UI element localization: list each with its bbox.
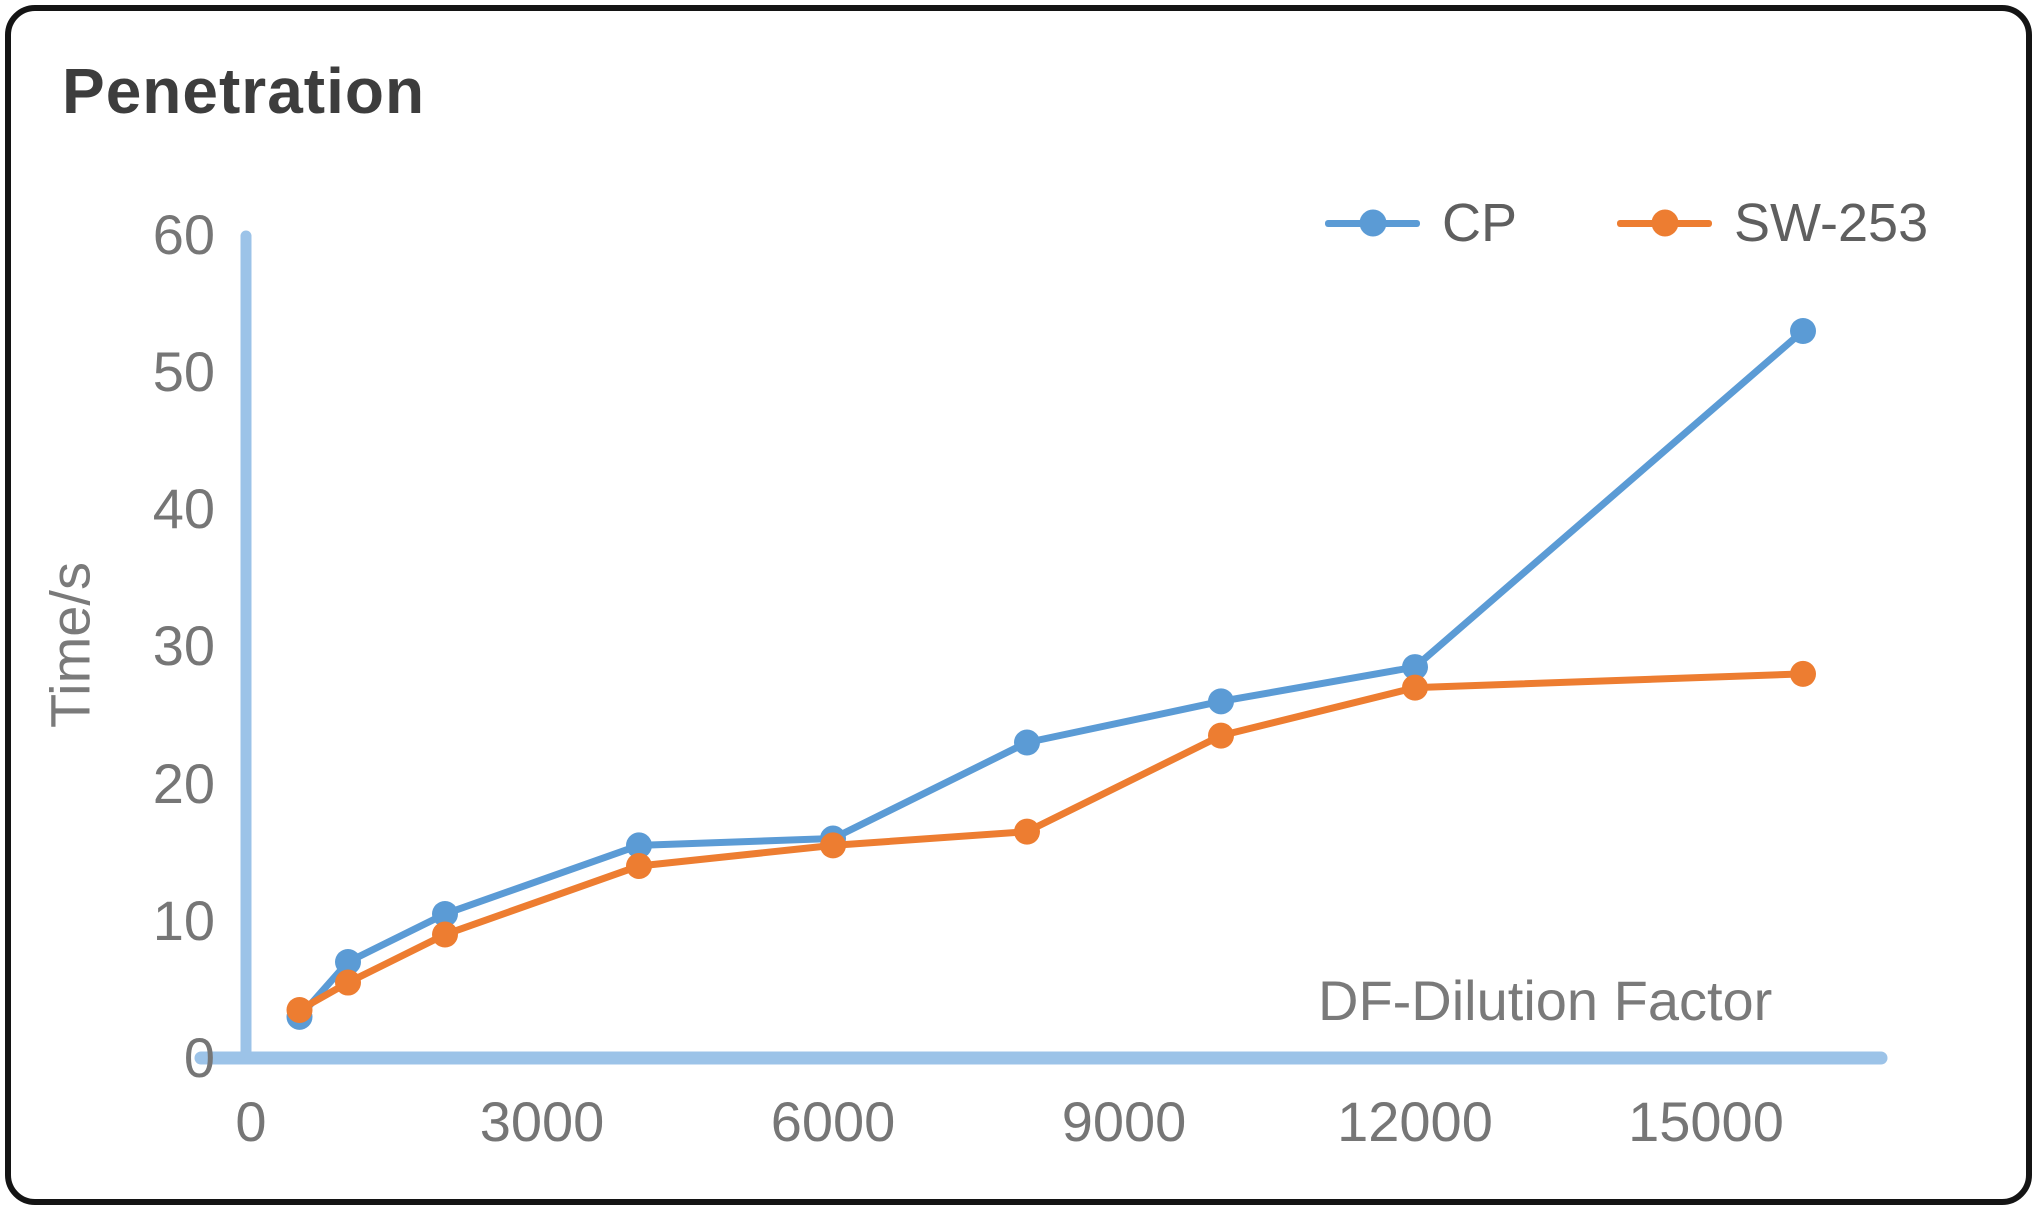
sw253-series-dot [1651,209,1679,237]
x-tick-label: 3000 [479,1090,605,1153]
x-tick-label: 9000 [1061,1090,1187,1153]
chart-title: Penetration [62,55,426,127]
sw253-series-marker-icon [1617,208,1713,238]
x-tick-label: 15000 [1628,1090,1784,1153]
y-tick-label: 0 [183,1026,215,1089]
y-tick-label: 30 [152,614,215,677]
y-tick-label: 10 [152,889,215,952]
legend-item-sw253: SW-253 [1617,192,1928,254]
legend-label-cp: CP [1442,193,1518,253]
y-tick-label: 20 [152,752,215,815]
x-axis-label: DF-Dilution Factor [1318,969,1773,1032]
cp-series-marker-icon [1325,208,1420,238]
legend-item-cp: CP [1325,192,1517,254]
y-tick-label: 50 [152,340,215,403]
cp-series-dot [1359,209,1386,237]
legend: CP SW-253 [1325,192,1928,254]
x-tick-label: 0 [235,1090,267,1153]
y-tick-label: 40 [152,477,215,540]
legend-label-sw253: SW-253 [1734,193,1929,253]
x-tick-label: 12000 [1337,1090,1493,1153]
y-tick-label: 60 [152,203,215,266]
x-tick-label: 6000 [770,1090,896,1153]
